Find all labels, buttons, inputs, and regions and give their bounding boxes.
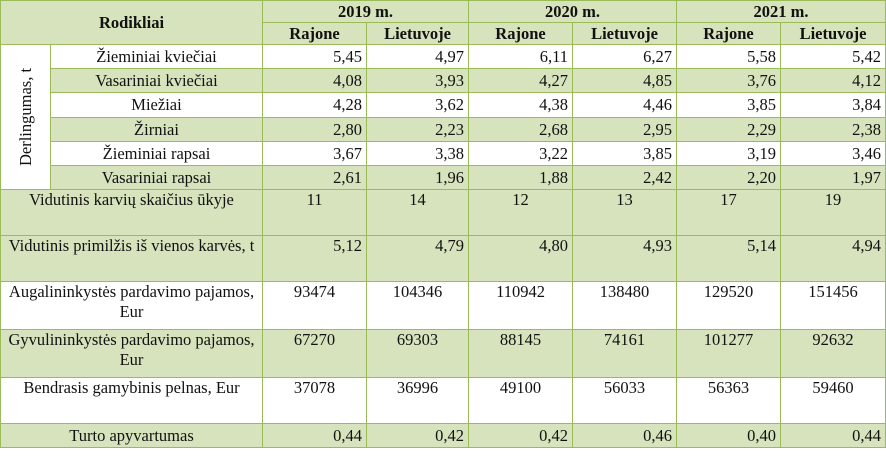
table-cell: 4,38 — [468, 92, 574, 118]
table-cell: 5,42 — [780, 44, 886, 69]
table-cell: 0,44 — [780, 423, 886, 448]
table-cell: 11 — [262, 189, 368, 236]
table-cell: 3,22 — [468, 141, 574, 166]
table-cell: 56363 — [676, 377, 782, 424]
table-cell: 5,45 — [262, 44, 368, 69]
table-cell: 4,94 — [780, 235, 886, 282]
table-cell: 2,42 — [572, 165, 678, 190]
table-cell: 138480 — [572, 281, 678, 330]
header-sub: Lietuvoje — [366, 22, 470, 45]
table-cell: 0,42 — [468, 423, 574, 448]
table-cell: 4,28 — [262, 92, 368, 118]
table-cell: 17 — [676, 189, 782, 236]
table-cell: 92632 — [780, 329, 886, 378]
header-sub: Lietuvoje — [780, 22, 886, 45]
table-cell: 6,11 — [468, 44, 574, 69]
table-cell: 36996 — [366, 377, 470, 424]
table-cell: 2,80 — [262, 117, 368, 142]
table-cell: 2,38 — [780, 117, 886, 142]
table-cell: 14 — [366, 189, 470, 236]
table-cell: 4,80 — [468, 235, 574, 282]
table-cell: 3,19 — [676, 141, 782, 166]
table-cell: 104346 — [366, 281, 470, 330]
table-cell: 151456 — [780, 281, 886, 330]
row-label: Vidutinis primilžis iš vienos karvės, t — [0, 235, 264, 282]
table-cell: 69303 — [366, 329, 470, 378]
table-cell: 88145 — [468, 329, 574, 378]
table-cell: 19 — [780, 189, 886, 236]
table-cell: 0,44 — [262, 423, 368, 448]
table-cell: 56033 — [572, 377, 678, 424]
header-year-2019: 2019 m. — [262, 0, 470, 23]
header-indicators: Rodikliai — [0, 0, 264, 45]
table-cell: 3,76 — [676, 68, 782, 93]
table-cell: 101277 — [676, 329, 782, 378]
header-sub: Rajone — [676, 22, 782, 45]
row-label: Augalininkystės pardavimo pajamos, Eur — [0, 281, 264, 330]
row-label: Turto apyvartumas — [0, 423, 264, 448]
yield-group-label: Derlingumas, t — [0, 44, 51, 190]
header-sub: Rajone — [468, 22, 574, 45]
table-cell: 2,61 — [262, 165, 368, 190]
table-cell: 3,46 — [780, 141, 886, 166]
table-cell: 4,46 — [572, 92, 678, 118]
table-cell: 129520 — [676, 281, 782, 330]
table-cell: 1,96 — [366, 165, 470, 190]
yield-group-text: Derlingumas, t — [15, 67, 35, 167]
header-year-2021: 2021 m. — [676, 0, 886, 23]
table-cell: 59460 — [780, 377, 886, 424]
table-cell: 2,29 — [676, 117, 782, 142]
table-cell: 4,93 — [572, 235, 678, 282]
table-cell: 93474 — [262, 281, 368, 330]
table-cell: 49100 — [468, 377, 574, 424]
table-cell: 4,27 — [468, 68, 574, 93]
table-cell: 3,85 — [676, 92, 782, 118]
crop-label: Žieminiai rapsai — [49, 141, 264, 166]
table-cell: 110942 — [468, 281, 574, 330]
crop-label: Žieminiai kviečiai — [49, 44, 264, 69]
crop-label: Žirniai — [49, 117, 264, 142]
table-cell: 3,67 — [262, 141, 368, 166]
table-cell: 3,38 — [366, 141, 470, 166]
table-cell: 37078 — [262, 377, 368, 424]
table-cell: 67270 — [262, 329, 368, 378]
table-cell: 3,85 — [572, 141, 678, 166]
header-sub: Rajone — [262, 22, 368, 45]
table-cell: 0,46 — [572, 423, 678, 448]
table-cell: 3,93 — [366, 68, 470, 93]
table-cell: 4,12 — [780, 68, 886, 93]
crop-label: Vasariniai rapsai — [49, 165, 264, 190]
indicators-table: Rodikliai 2019 m. 2020 m. 2021 m. Rajone… — [0, 0, 886, 448]
table-cell: 1,88 — [468, 165, 574, 190]
table-cell: 4,08 — [262, 68, 368, 93]
table-cell: 2,68 — [468, 117, 574, 142]
table-cell: 74161 — [572, 329, 678, 378]
table-cell: 0,40 — [676, 423, 782, 448]
table-cell: 2,23 — [366, 117, 470, 142]
table-cell: 3,84 — [780, 92, 886, 118]
row-label: Bendrasis gamybinis pelnas, Eur — [0, 377, 264, 424]
table-cell: 1,97 — [780, 165, 886, 190]
table-cell: 4,85 — [572, 68, 678, 93]
table-cell: 12 — [468, 189, 574, 236]
table-cell: 3,62 — [366, 92, 470, 118]
table-cell: 13 — [572, 189, 678, 236]
row-label: Gyvulininkystės pardavimo pajamos, Eur — [0, 329, 264, 378]
table-cell: 2,20 — [676, 165, 782, 190]
table-cell: 4,97 — [366, 44, 470, 69]
crop-label: Vasariniai kviečiai — [49, 68, 264, 93]
table-cell: 4,79 — [366, 235, 470, 282]
table-cell: 5,14 — [676, 235, 782, 282]
row-label: Vidutinis karvių skaičius ūkyje — [0, 189, 264, 236]
table-cell: 5,58 — [676, 44, 782, 69]
table-cell: 2,95 — [572, 117, 678, 142]
table-cell: 6,27 — [572, 44, 678, 69]
table-cell: 5,12 — [262, 235, 368, 282]
header-sub: Lietuvoje — [572, 22, 678, 45]
table-cell: 0,42 — [366, 423, 470, 448]
crop-label: Miežiai — [49, 92, 264, 118]
header-year-2020: 2020 m. — [468, 0, 678, 23]
